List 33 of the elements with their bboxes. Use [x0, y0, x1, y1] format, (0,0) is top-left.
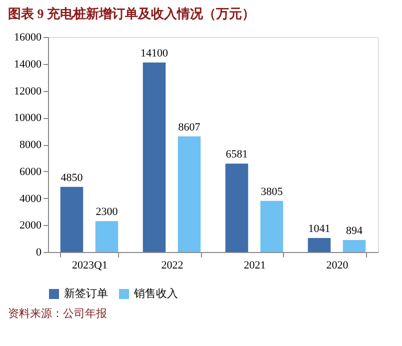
- bar: [60, 186, 84, 252]
- bar: [95, 221, 118, 252]
- data-label: 6581: [226, 148, 248, 161]
- y-tick-label: 12000: [14, 85, 42, 98]
- x-tick-label: 2020: [326, 260, 349, 272]
- y-tick-label: 6000: [20, 166, 42, 178]
- legend-label: 销售收入: [133, 287, 178, 300]
- x-tick-label: 2021: [244, 260, 266, 272]
- data-label: 2300: [96, 206, 118, 218]
- x-tick-label: 2023Q1: [72, 260, 108, 272]
- y-tick-label: 4000: [20, 192, 42, 205]
- bar: [260, 200, 284, 252]
- data-label: 8607: [178, 121, 201, 134]
- data-label: 14100: [140, 48, 168, 60]
- data-label: 4850: [60, 172, 84, 184]
- y-tick-label: 0: [36, 246, 42, 258]
- bar: [178, 136, 201, 252]
- legend-label: 新签订单: [64, 287, 108, 300]
- y-tick-label: 2000: [20, 220, 42, 232]
- chart-title: 图表 9 充电桩新增订单及收入情况（万元）: [8, 6, 255, 21]
- y-tick-label: 16000: [14, 32, 42, 44]
- y-tick-label: 14000: [14, 58, 42, 70]
- y-tick-label: 10000: [14, 112, 42, 124]
- bar: [342, 240, 366, 252]
- text: 资料来源：公司年报: [8, 307, 107, 320]
- data-label: 1041: [308, 223, 330, 236]
- bar: [142, 62, 166, 252]
- bar: [225, 164, 248, 252]
- data-label: 3805: [260, 186, 284, 198]
- y-tick-label: 8000: [20, 139, 42, 151]
- bar: [308, 238, 331, 252]
- data-label: 894: [346, 224, 363, 237]
- x-tick-label: 2022: [161, 260, 184, 272]
